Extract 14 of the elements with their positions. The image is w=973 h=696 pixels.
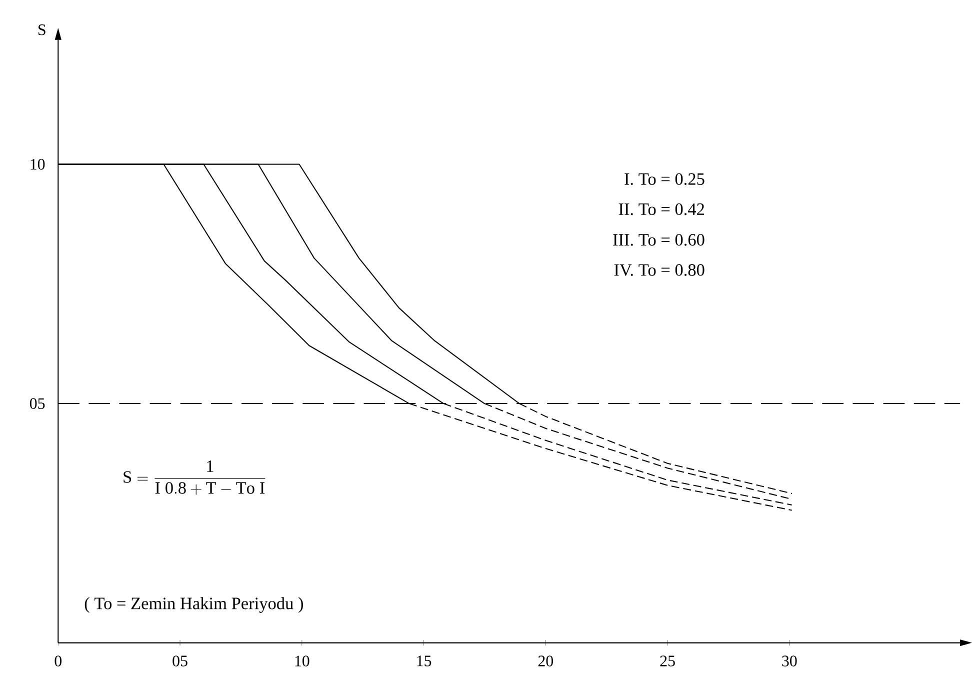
x-tick-label: 10 (295, 656, 310, 667)
annotation: ( To = Zemin Hakim Periyodu ) (84, 597, 303, 614)
x-tick-label: 30 (782, 656, 797, 667)
annotation: IV. To = 0.80 (614, 264, 704, 276)
annotation: I. To = 0.25 (624, 173, 704, 186)
annotation: III. To = 0.60 (613, 234, 704, 246)
annotation: $\mathrm{S = \frac{1}{I\;0.8+T-To\;I}}$ (124, 460, 266, 496)
x-tick-label: 25 (660, 656, 675, 667)
annotation: II. To = 0.42 (618, 204, 704, 216)
x-tick-label: 0 (54, 656, 62, 667)
x-tick-label: 15 (417, 656, 432, 666)
x-tick-label: 20 (538, 656, 554, 667)
x-tick-label: 05 (172, 656, 188, 667)
y-axis-title: S (38, 24, 46, 36)
